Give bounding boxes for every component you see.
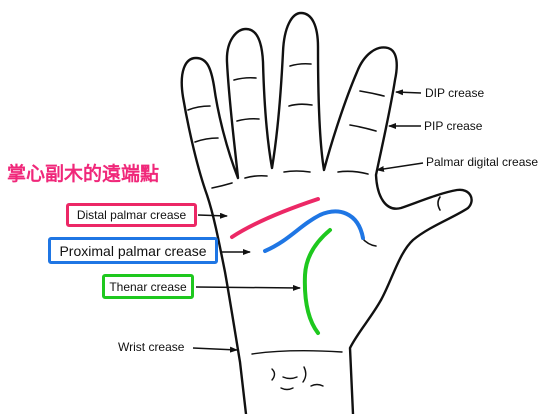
wrist-arrow xyxy=(192,346,238,353)
middle-dip-crease xyxy=(289,62,312,67)
thenar-arrow xyxy=(195,284,301,291)
proximal-palmar-crease-label: Proximal palmar crease xyxy=(48,237,218,264)
wrist-mark xyxy=(282,376,298,380)
wrist-mark xyxy=(310,383,324,387)
wrist-mark xyxy=(271,368,276,381)
dip-crease-label: DIP crease xyxy=(425,86,485,100)
thumb-ip-crease xyxy=(437,196,441,211)
middle-base-crease xyxy=(283,170,311,173)
palmar-digital-arrow xyxy=(376,162,424,172)
palmar-digital-crease-label: Palmar digital crease xyxy=(426,155,539,169)
index-dip-crease xyxy=(359,90,385,97)
index-pip-crease xyxy=(349,124,377,132)
leader-arrows xyxy=(192,89,424,353)
ring-base-crease xyxy=(244,174,268,179)
thenar-crease-label: Thenar crease xyxy=(102,274,194,299)
pinky-base-crease xyxy=(211,182,233,189)
thenar-crease-line xyxy=(302,228,332,335)
pinky-dip-crease xyxy=(187,105,211,111)
wrist-marks xyxy=(251,349,343,391)
wrist-crease-label: Wrist crease xyxy=(118,340,185,354)
wrist-crease-line xyxy=(251,349,343,355)
distal-palmar-crease-label: Distal palmar crease xyxy=(66,203,197,227)
dip-arrow xyxy=(395,89,422,96)
pinky-pip-crease xyxy=(194,137,219,143)
ring-dip-crease xyxy=(233,76,257,81)
finger-creases xyxy=(187,62,441,247)
diagram-title: 掌心副木的遠端點 xyxy=(7,163,160,185)
distal-palmar-arrow xyxy=(197,212,228,219)
wrist-mark xyxy=(280,387,294,391)
middle-pip-crease xyxy=(288,103,313,107)
wrist-mark xyxy=(302,366,307,383)
distal-palmar-crease-line xyxy=(230,197,320,239)
index-base-crease xyxy=(337,170,369,175)
pip-crease-label: PIP crease xyxy=(424,119,483,133)
ring-pip-crease xyxy=(236,117,260,122)
proximal-palmar-crease-line xyxy=(263,209,365,253)
